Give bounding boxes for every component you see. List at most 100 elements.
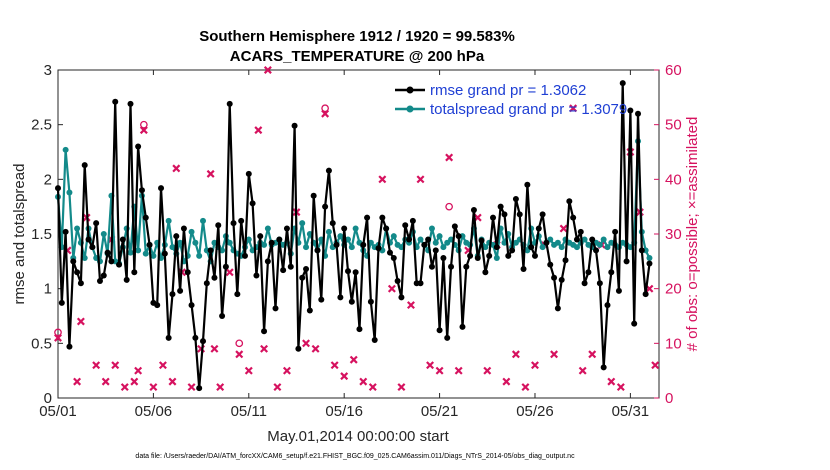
data-point bbox=[554, 239, 561, 246]
obs-assimilated-marker bbox=[254, 126, 263, 135]
data-point bbox=[165, 217, 172, 224]
data-point bbox=[554, 305, 561, 312]
data-point bbox=[646, 260, 653, 267]
data-point bbox=[100, 272, 107, 279]
obs-assimilated-marker bbox=[120, 383, 129, 392]
x-tick-label: 05/16 bbox=[325, 403, 363, 420]
data-point bbox=[200, 338, 207, 345]
data-point bbox=[375, 245, 382, 252]
data-point bbox=[501, 211, 508, 218]
obs-assimilated-marker bbox=[273, 383, 282, 392]
data-point bbox=[177, 287, 184, 294]
y-tick-label: 0.5 bbox=[31, 335, 52, 352]
data-point bbox=[268, 239, 275, 246]
data-point bbox=[467, 252, 474, 259]
y-tick-label: 1.5 bbox=[31, 226, 52, 243]
y-tick-label-right: 0 bbox=[665, 390, 673, 407]
data-point bbox=[337, 294, 344, 301]
data-point bbox=[497, 203, 504, 210]
data-point bbox=[192, 334, 199, 341]
data-point bbox=[93, 220, 100, 227]
data-point bbox=[406, 236, 413, 243]
obs-assimilated-marker bbox=[616, 383, 625, 392]
data-point bbox=[455, 233, 462, 240]
data-point bbox=[306, 307, 313, 314]
data-point bbox=[348, 244, 355, 251]
data-point bbox=[417, 280, 424, 287]
data-point bbox=[104, 249, 111, 256]
y-axis-right: 0 10 20 30 40 50 60 bbox=[654, 62, 682, 407]
obs-assimilated-marker bbox=[172, 164, 181, 173]
data-point bbox=[390, 255, 397, 262]
data-point bbox=[635, 110, 642, 117]
data-point bbox=[127, 100, 134, 107]
data-point bbox=[276, 236, 283, 243]
data-point bbox=[612, 228, 619, 235]
y-axis-label-right: # of obs: o=possible; ×=assimilated bbox=[684, 117, 701, 352]
data-point bbox=[192, 239, 199, 246]
obs-assimilated-marker bbox=[149, 383, 158, 392]
data-point bbox=[539, 211, 546, 218]
y-tick-label: 1 bbox=[44, 281, 52, 298]
data-point bbox=[142, 250, 149, 257]
data-point bbox=[135, 143, 142, 150]
data-point bbox=[596, 280, 603, 287]
obs-assimilated-marker bbox=[76, 317, 85, 326]
data-point bbox=[188, 228, 195, 235]
data-point bbox=[177, 239, 184, 246]
data-point bbox=[169, 244, 176, 251]
obs-assimilated-marker bbox=[282, 366, 291, 375]
obs-assimilated-marker bbox=[502, 377, 511, 386]
legend-rmse-marker bbox=[406, 86, 414, 94]
obs-assimilated-marker bbox=[445, 153, 454, 162]
obs-assimilated-marker bbox=[302, 339, 311, 348]
obs-assimilated-marker bbox=[92, 361, 101, 370]
data-point bbox=[66, 343, 73, 350]
data-point bbox=[585, 269, 592, 276]
obs-assimilated-marker bbox=[260, 344, 269, 353]
obs-assimilated-marker bbox=[263, 66, 272, 74]
rmse-series bbox=[55, 80, 653, 392]
data-point bbox=[486, 252, 493, 259]
legend-spread-label: totalspread grand pr = 1.3079 bbox=[430, 101, 627, 118]
chart-subtitle: ACARS_TEMPERATURE @ 200 hPa bbox=[230, 48, 485, 65]
data-point bbox=[58, 299, 65, 306]
data-point bbox=[493, 255, 500, 262]
obs-assimilated-marker bbox=[454, 366, 463, 375]
data-point bbox=[135, 247, 142, 254]
data-point bbox=[386, 249, 393, 256]
obs-assimilated-marker bbox=[225, 268, 234, 277]
data-point bbox=[600, 364, 607, 371]
data-point bbox=[608, 269, 615, 276]
obs-assimilated-marker bbox=[578, 366, 587, 375]
data-point bbox=[238, 217, 245, 224]
obs-possible-marker bbox=[235, 339, 244, 348]
data-point bbox=[493, 244, 500, 251]
y-tick-label-right: 40 bbox=[665, 171, 682, 188]
data-point bbox=[646, 255, 653, 262]
data-point bbox=[604, 302, 611, 309]
data-point bbox=[619, 80, 626, 87]
obs-assimilated-marker bbox=[168, 377, 177, 386]
obs-assimilated-marker bbox=[426, 361, 435, 370]
data-point bbox=[638, 247, 645, 254]
obs-assimilated-marker bbox=[359, 377, 368, 386]
data-point bbox=[421, 241, 428, 248]
data-point bbox=[200, 217, 207, 224]
data-point bbox=[303, 244, 310, 251]
y-tick-label-right: 30 bbox=[665, 226, 682, 243]
obs-assimilated-marker bbox=[368, 383, 377, 392]
obs-assimilated-marker bbox=[321, 109, 330, 118]
data-point bbox=[322, 203, 329, 210]
obs-assimilated-marker bbox=[206, 169, 215, 178]
data-point bbox=[70, 258, 77, 265]
data-point bbox=[470, 206, 477, 213]
chart-title: Southern Hemisphere 1912 / 1920 = 99.583… bbox=[199, 28, 515, 45]
x-tick-label: 05/06 bbox=[135, 403, 173, 420]
data-point bbox=[604, 244, 611, 251]
data-point bbox=[436, 327, 443, 334]
data-point bbox=[310, 192, 317, 199]
y-tick-label-right: 60 bbox=[665, 62, 682, 79]
data-point bbox=[615, 287, 622, 294]
data-point bbox=[482, 244, 489, 251]
